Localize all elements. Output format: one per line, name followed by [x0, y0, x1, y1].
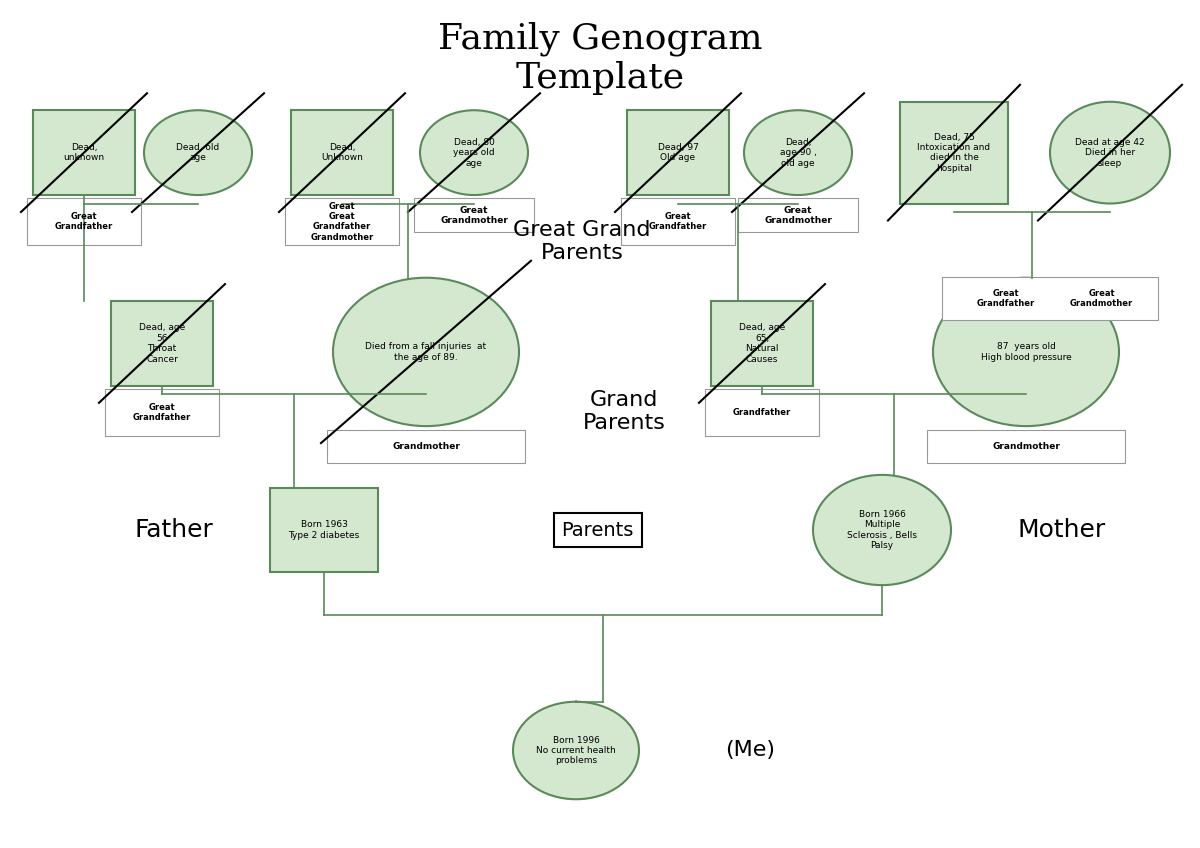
FancyBboxPatch shape: [28, 198, 142, 245]
FancyBboxPatch shape: [286, 198, 398, 245]
Text: Great
Great
Grandfather
Grandmother: Great Great Grandfather Grandmother: [311, 202, 373, 242]
Text: Father: Father: [134, 518, 214, 542]
FancyBboxPatch shape: [928, 430, 1126, 464]
FancyBboxPatch shape: [622, 198, 734, 245]
Text: Born 1963
Type 2 diabetes: Born 1963 Type 2 diabetes: [288, 521, 360, 539]
Text: Dead,
age 90 ,
old age: Dead, age 90 , old age: [780, 137, 816, 168]
Text: Great
Grandmother: Great Grandmother: [764, 206, 832, 225]
Text: Great
Grandfather: Great Grandfather: [977, 289, 1034, 308]
Text: Dead, old
age: Dead, old age: [176, 143, 220, 162]
FancyBboxPatch shape: [942, 277, 1158, 320]
FancyBboxPatch shape: [414, 198, 534, 232]
Text: Great
Grandfather: Great Grandfather: [55, 212, 113, 232]
FancyBboxPatch shape: [706, 389, 818, 436]
FancyBboxPatch shape: [628, 110, 728, 195]
Text: Grandmother: Grandmother: [392, 442, 460, 451]
Text: Dead at age 42
Died in her
sleep: Dead at age 42 Died in her sleep: [1075, 137, 1145, 168]
Text: Died from a fall injuries  at
the age of 89.: Died from a fall injuries at the age of …: [366, 343, 486, 361]
FancyBboxPatch shape: [900, 102, 1008, 204]
Text: Dead, age
65,
Natural
Causes: Dead, age 65, Natural Causes: [739, 323, 785, 364]
Text: Grand
Parents: Grand Parents: [582, 390, 666, 432]
FancyBboxPatch shape: [738, 198, 858, 232]
Text: Family Genogram
Template: Family Genogram Template: [438, 21, 762, 95]
Text: Great
Grandfather: Great Grandfather: [133, 403, 191, 422]
Text: Dead, 97
Old age: Dead, 97 Old age: [658, 143, 698, 162]
FancyBboxPatch shape: [34, 110, 136, 195]
FancyBboxPatch shape: [710, 301, 814, 386]
Text: Dead, 80
years old
age: Dead, 80 years old age: [454, 137, 494, 168]
Text: Grandmother: Grandmother: [992, 442, 1060, 451]
Text: Dead,
unknown: Dead, unknown: [64, 143, 104, 162]
Text: Dead,
Unknown: Dead, Unknown: [322, 143, 362, 162]
Ellipse shape: [420, 110, 528, 195]
Ellipse shape: [514, 702, 640, 799]
Text: Mother: Mother: [1018, 518, 1106, 542]
FancyBboxPatch shape: [270, 488, 378, 572]
FancyBboxPatch shape: [326, 430, 526, 464]
Ellipse shape: [144, 110, 252, 195]
FancyBboxPatch shape: [290, 110, 392, 195]
FancyBboxPatch shape: [112, 301, 214, 386]
Ellipse shape: [744, 110, 852, 195]
Ellipse shape: [1050, 102, 1170, 204]
Text: Dead, age
56
Throat
Cancer: Dead, age 56 Throat Cancer: [139, 323, 185, 364]
Text: Great
Grandmother: Great Grandmother: [1070, 289, 1133, 308]
Text: Born 1966
Multiple
Sclerosis , Bells
Palsy: Born 1966 Multiple Sclerosis , Bells Pal…: [847, 510, 917, 550]
Ellipse shape: [814, 475, 952, 585]
Text: Grandfather: Grandfather: [733, 408, 791, 417]
Text: Dead, 75
Intoxication and
died in the
hospital: Dead, 75 Intoxication and died in the ho…: [918, 132, 990, 173]
Text: Great
Grandmother: Great Grandmother: [440, 206, 508, 225]
Ellipse shape: [934, 278, 1120, 426]
Text: (Me): (Me): [725, 740, 775, 761]
Text: 87  years old
High blood pressure: 87 years old High blood pressure: [980, 343, 1072, 361]
Text: Great Grand
Parents: Great Grand Parents: [514, 220, 650, 263]
Text: Great
Grandfather: Great Grandfather: [649, 212, 707, 232]
FancyBboxPatch shape: [106, 389, 220, 436]
Ellipse shape: [334, 278, 520, 426]
Text: Parents: Parents: [562, 521, 634, 539]
Text: Born 1996
No current health
problems: Born 1996 No current health problems: [536, 735, 616, 766]
